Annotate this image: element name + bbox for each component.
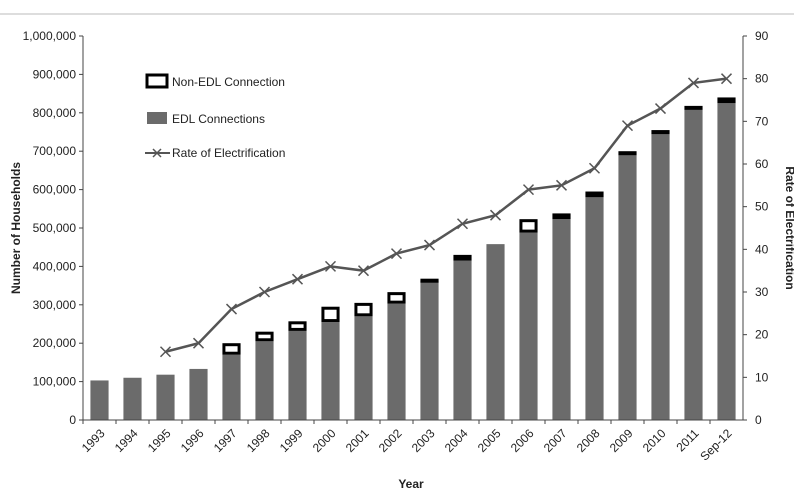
line-series	[159, 73, 733, 358]
line-point-marker	[687, 77, 700, 89]
bar-non-edl-connection	[552, 213, 571, 220]
bar-edl-connections	[651, 133, 670, 421]
line-point-marker	[489, 209, 502, 221]
y-tick-label: 1,000,000	[23, 29, 77, 43]
y2-tick-label: 80	[755, 72, 769, 86]
y2-tick-label: 30	[755, 285, 769, 299]
y-tick-label: 200,000	[33, 336, 77, 350]
bar-non-edl-connection	[420, 278, 439, 283]
bar-edl-connections	[618, 155, 637, 421]
bar-edl-connections	[156, 374, 175, 420]
line-point-marker	[390, 248, 403, 260]
bar-edl-connections	[420, 280, 439, 420]
bar-non-edl-connection	[222, 343, 241, 355]
line-point-marker	[456, 218, 469, 230]
legend-label-rate: Rate of Electrification	[172, 146, 285, 160]
bar-non-edl-connection	[717, 97, 736, 104]
y-tick-label: 0	[69, 413, 76, 427]
x-axis-title: Year	[398, 477, 424, 491]
line-point-marker	[654, 103, 667, 115]
bar-non-edl-connection	[453, 254, 472, 261]
bar-edl-connections	[255, 341, 274, 420]
bar-non-edl-connection	[288, 321, 307, 331]
y-tick-label: 600,000	[33, 183, 77, 197]
line-point-marker	[357, 265, 370, 277]
y2-tick-label: 70	[755, 114, 769, 128]
y-tick-label: 500,000	[33, 221, 77, 235]
line-point-marker	[291, 273, 304, 285]
y2-tick-label: 50	[755, 200, 769, 214]
line-rate-of-electrification	[165, 77, 727, 353]
line-point-marker	[324, 260, 337, 272]
line-point-marker	[159, 346, 172, 358]
bar-edl-connections	[354, 316, 373, 420]
y-tick-label: 300,000	[33, 298, 77, 312]
bar-edl-connections	[123, 377, 142, 420]
bar-edl-connections	[486, 244, 505, 420]
bar-edl-connections	[387, 303, 406, 420]
bar-edl-connections	[222, 354, 241, 420]
bar-non-edl-connection	[519, 219, 538, 233]
bar-edl-connections	[321, 322, 340, 420]
legend-label-non-edl: Non-EDL Connection	[172, 75, 285, 89]
y-tick-label: 800,000	[33, 106, 77, 120]
line-point-marker	[720, 73, 733, 85]
legend-swatch-non-edl	[145, 73, 169, 89]
bar-non-edl-connection	[321, 306, 340, 323]
line-point-marker	[258, 286, 271, 298]
y-tick-label: 900,000	[33, 67, 77, 81]
bar-edl-connections	[90, 380, 109, 420]
line-point-marker	[225, 303, 238, 315]
bar-non-edl-connection	[387, 292, 406, 304]
bar-non-edl-connection	[585, 191, 604, 198]
bar-edl-connections	[684, 109, 703, 420]
y-axis-title: Number of Households	[9, 162, 23, 294]
bars	[90, 97, 736, 421]
bar-non-edl-connection	[255, 331, 274, 342]
y2-tick-label: 20	[755, 328, 769, 342]
line-point-marker	[555, 179, 568, 191]
y2-axis-ticks: 0 10 20 30 40 50 60 70 80 90	[743, 29, 769, 427]
bar-non-edl-connection	[684, 105, 703, 110]
bar-edl-connections	[453, 260, 472, 420]
y-tick-label: 400,000	[33, 259, 77, 273]
bar-edl-connections	[288, 330, 307, 420]
bar-edl-connections	[189, 368, 208, 420]
y2-tick-label: 0	[755, 413, 762, 427]
legend-marker-rate	[152, 148, 162, 158]
line-point-marker	[621, 120, 634, 132]
line-point-marker	[192, 337, 205, 349]
legend-swatch-edl	[147, 112, 167, 124]
line-point-marker	[423, 239, 436, 251]
y2-tick-label: 60	[755, 157, 769, 171]
bar-edl-connections	[717, 103, 736, 420]
line-point-marker	[588, 162, 601, 174]
y-tick-label: 100,000	[33, 375, 77, 389]
line-point-marker	[522, 184, 535, 196]
y2-axis-title: Rate of Electrification	[783, 166, 794, 289]
y2-tick-label: 10	[755, 370, 769, 384]
y2-tick-label: 40	[755, 242, 769, 256]
bar-non-edl-connection	[354, 302, 373, 317]
y-tick-label: 700,000	[33, 144, 77, 158]
bar-non-edl-connection	[618, 151, 637, 156]
bar-edl-connections	[519, 232, 538, 420]
legend-label-edl: EDL Connections	[172, 112, 265, 126]
y-axis-ticks: 0 100,000 200,000 300,000 400,000 500,000 600,…	[23, 29, 83, 427]
bar-edl-connections	[585, 197, 604, 420]
bar-edl-connections	[552, 219, 571, 420]
bar-non-edl-connection	[651, 130, 670, 135]
legend: Non-EDL Connection EDL Connections Rate …	[145, 73, 285, 160]
y2-tick-label: 90	[755, 29, 769, 43]
